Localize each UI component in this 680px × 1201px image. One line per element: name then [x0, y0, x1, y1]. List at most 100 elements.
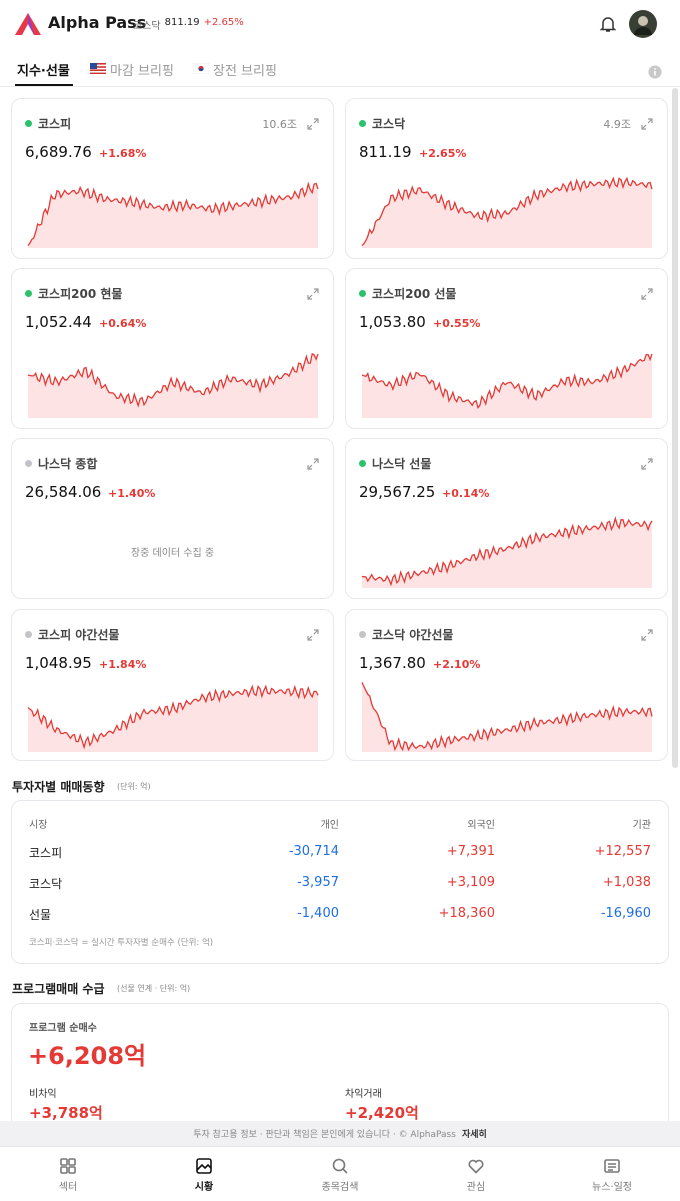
index-name: 코스피200 선물: [372, 287, 457, 301]
sparkline-line: [27, 181, 319, 246]
status-dot: [25, 120, 32, 127]
expand-icon: [641, 118, 653, 130]
ticker-name: 코스닥: [133, 21, 161, 32]
sparkline: [361, 176, 653, 248]
program-card: 프로그램 순매수 +6,208억 비차익 +3,788억 차익거래 +2,420억: [11, 1003, 669, 1143]
section-unit: (선물 연계 · 단위: 억): [117, 984, 191, 993]
status-dot: [359, 290, 366, 297]
index-card[interactable]: 코스피 10.6조 6,689.76 +1.68%: [11, 98, 334, 259]
nav-icon[interactable]: [602, 1156, 622, 1176]
sparkline: [27, 684, 319, 752]
index-card[interactable]: 코스피 야간선물 1,048.95 +1.84%: [11, 609, 334, 761]
tab-underline: [15, 84, 73, 86]
market-name: 코스피: [29, 846, 63, 860]
index-card[interactable]: 코스닥 야간선물 1,367.80 +2.10%: [345, 609, 668, 761]
sparkline-area: [362, 518, 652, 588]
index-value: 29,567.25: [359, 483, 436, 501]
status-dot: [25, 631, 32, 638]
net-value: -16,960: [600, 906, 651, 921]
nav-label[interactable]: 섹터: [58, 1182, 78, 1193]
index-change: +1.40%: [108, 487, 156, 500]
index-name: 코스피200 현물: [38, 287, 123, 301]
info-icon[interactable]: [648, 65, 662, 79]
index-card[interactable]: 나스닥 종합 26,584.06 +1.40% 장중 데이터 수집 중: [11, 438, 334, 599]
column-header: 기관: [632, 820, 651, 831]
expand-icon: [307, 458, 319, 470]
net-value: +12,557: [594, 844, 651, 859]
net-value: +3,109: [446, 875, 495, 890]
sparkline-line: [361, 516, 653, 587]
bottom-nav: [0, 1146, 680, 1201]
index-change: +0.55%: [433, 317, 481, 330]
index-name: 코스피: [38, 117, 72, 131]
index-value: 1,052.44: [25, 313, 92, 331]
expand-icon: [641, 629, 653, 641]
collecting-note: 장중 데이터 수집 중: [130, 548, 215, 559]
net-value: +7,391: [446, 844, 495, 859]
column-header: 외국인: [467, 820, 495, 831]
tab[interactable]: 지수·선물: [17, 64, 70, 79]
index-card[interactable]: 코스닥 4.9조 811.19 +2.65%: [345, 98, 668, 259]
expand-icon: [307, 118, 319, 130]
nav-icon[interactable]: [330, 1156, 350, 1176]
index-card[interactable]: 코스피200 선물 1,053.80 +0.55%: [345, 268, 668, 429]
sparkline: [361, 353, 653, 418]
sparkline: [27, 352, 319, 418]
status-dot: [25, 290, 32, 297]
nav-icon[interactable]: [466, 1156, 486, 1176]
index-card[interactable]: 코스피200 현물 1,052.44 +0.64%: [11, 268, 334, 429]
index-value: 6,689.76: [25, 143, 92, 161]
scrollbar: [672, 88, 678, 768]
sparkline-line: [27, 684, 319, 750]
avatar[interactable]: [628, 9, 658, 39]
section-unit: (단위: 억): [117, 782, 151, 791]
expand-icon: [641, 288, 653, 300]
market-name: 코스닥: [29, 877, 63, 891]
nav-icon[interactable]: [58, 1156, 78, 1176]
index-name: 코스피 야간선물: [38, 628, 120, 642]
net-value: -1,400: [297, 906, 339, 921]
ticker-change: +2.65%: [203, 17, 244, 28]
index-value: 811.19: [359, 143, 412, 161]
column-header: 시장: [29, 820, 48, 831]
index-card[interactable]: 나스닥 선물 29,567.25 +0.14%: [345, 438, 668, 599]
tab[interactable]: 마감 브리핑: [110, 64, 174, 79]
disclaimer-bar: 투자 참고용 정보 · 판단과 책임은 본인에게 있습니다 · © AlphaP…: [0, 1121, 680, 1146]
index-change: +1.68%: [99, 147, 147, 160]
index-name: 나스닥 선물: [372, 457, 432, 471]
investor-table: 시장 개인 외국인 기관 코스피 -30,714 +7,391 +12,557 코스닥 -3,95…: [11, 800, 669, 964]
nav-label[interactable]: 관심: [466, 1182, 486, 1193]
brand: Alpha Pass: [48, 13, 147, 32]
sparkline: [361, 516, 653, 588]
expand-icon: [307, 288, 319, 300]
disclaimer-link[interactable]: 자세히: [461, 1130, 487, 1140]
index-value: 1,367.80: [359, 654, 426, 672]
net-value: +18,360: [438, 906, 495, 921]
expand-icon: [307, 629, 319, 641]
tab[interactable]: 장전 브리핑: [213, 64, 277, 79]
index-value: 1,048.95: [25, 654, 92, 672]
sparkline-area: [362, 178, 652, 248]
ticker-value: 811.19: [164, 17, 200, 28]
net-value: +6,208억: [28, 1042, 147, 1070]
sparkline: [27, 181, 319, 248]
nav-label[interactable]: 뉴스·일정: [592, 1182, 632, 1193]
nav-label[interactable]: 종목검색: [321, 1182, 359, 1193]
index-name: 나스닥 종합: [38, 457, 98, 471]
bell-icon[interactable]: [598, 14, 618, 34]
ticker: 코스닥 811.19 +2.65%: [133, 17, 244, 32]
sparkline-area: [362, 682, 652, 752]
market-name: 선물: [29, 908, 52, 922]
sparkline-line: [361, 176, 653, 247]
nav-label[interactable]: 시황: [194, 1182, 214, 1193]
flag-icon: [90, 63, 106, 74]
nav-icon[interactable]: [194, 1156, 214, 1176]
sparkline: [361, 682, 653, 752]
index-change: +2.65%: [419, 147, 467, 160]
flag-icon: [193, 63, 209, 74]
net-value: -30,714: [288, 844, 339, 859]
sparkline-line: [361, 353, 653, 409]
sparkline-area: [362, 354, 652, 418]
index-change: +1.84%: [99, 658, 147, 671]
